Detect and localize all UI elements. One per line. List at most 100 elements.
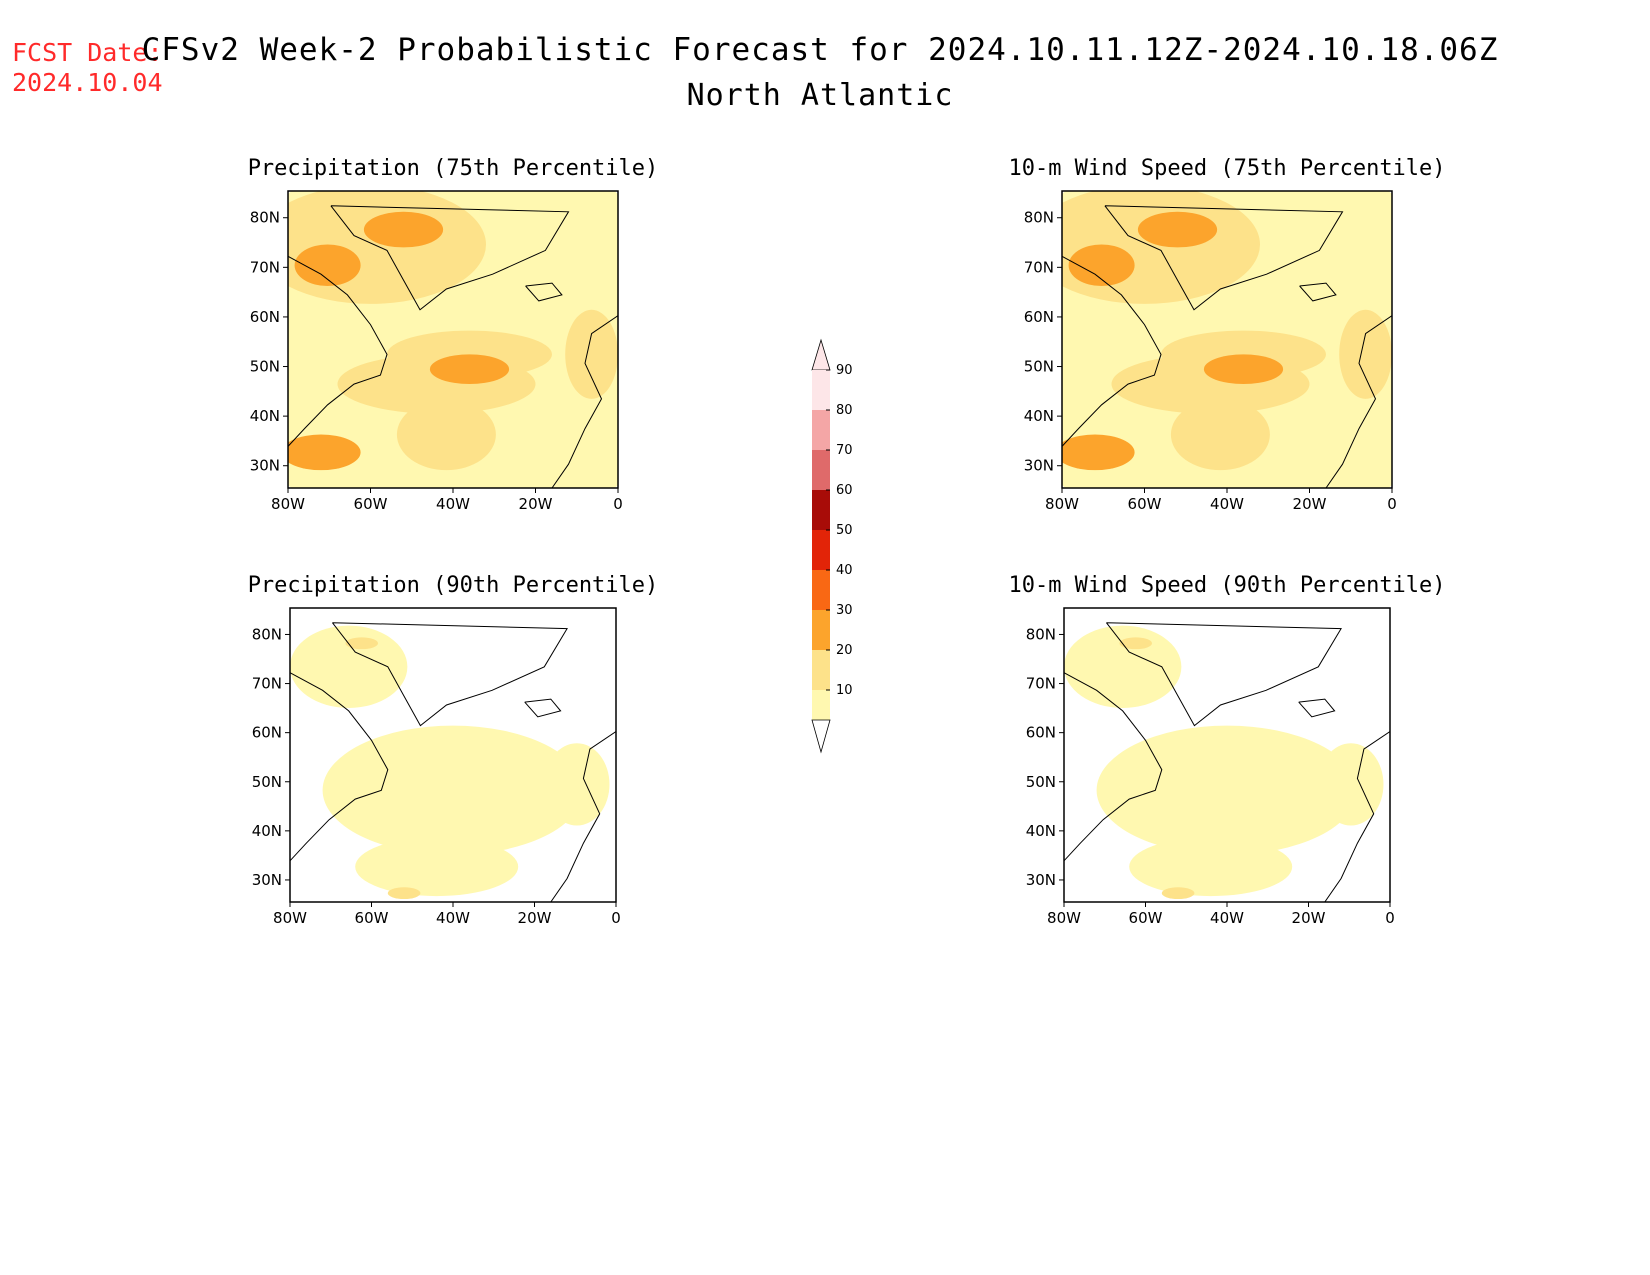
coastline (1064, 672, 1163, 862)
coastline (1325, 315, 1392, 488)
panel-title: Precipitation (75th Percentile) (248, 156, 659, 181)
map-panel: Precipitation (75th Percentile) 80N 70N 60N… (248, 156, 659, 513)
probability-contour (363, 211, 444, 248)
fcst-date-value: 2024.10.04 (12, 68, 163, 97)
probability-contour (1096, 725, 1358, 855)
probability-contour (1170, 398, 1270, 471)
coastline (1106, 622, 1342, 727)
colorbar-top-arrow (811, 338, 831, 371)
colorbar-label: 30 (836, 603, 853, 618)
lon-label: 20W (519, 495, 553, 513)
probability-contour (1137, 211, 1218, 248)
lat-label: 30N (1024, 457, 1054, 475)
lat-label: 30N (1026, 871, 1056, 889)
lon-label: 80W (1045, 495, 1079, 513)
fcst-date-label: FCST Date: (12, 38, 163, 67)
coastline (1062, 255, 1162, 447)
colorbar-segment (812, 490, 830, 530)
probability-field (1062, 191, 1392, 488)
lon-label: 60W (355, 909, 389, 927)
colorbar-segment (812, 370, 830, 410)
lat-label: 40N (1024, 407, 1054, 425)
colorbar-label: 70 (836, 443, 853, 458)
colorbar-label: 40 (836, 563, 853, 578)
coastline (330, 205, 570, 311)
lon-label: 0 (611, 909, 621, 927)
colorbar-segment (812, 570, 830, 610)
lat-label: 70N (1026, 675, 1056, 693)
lat-label: 60N (250, 308, 280, 326)
coastline (1324, 731, 1390, 902)
probability-contour (1161, 887, 1195, 900)
probability-contour (429, 354, 510, 385)
coastline (551, 315, 618, 488)
coastline (332, 622, 568, 727)
coastline (1298, 698, 1336, 718)
fcst-date: FCST Date: 2024.10.04 (12, 38, 163, 98)
colorbar-segment (812, 610, 830, 650)
probability-contour (355, 837, 519, 897)
lon-label: 20W (518, 909, 552, 927)
lon-label: 0 (1385, 909, 1395, 927)
probability-contour (396, 398, 496, 471)
lat-label: 60N (252, 724, 282, 742)
lon-label: 80W (273, 909, 307, 927)
figure-title: CFSv2 Week-2 Probabilistic Forecast for … (141, 32, 1499, 68)
colorbar-segment (812, 530, 830, 570)
colorbar-label: 20 (836, 643, 853, 658)
lon-label: 20W (1292, 909, 1326, 927)
probability-contour (1062, 191, 1260, 304)
probability-contour (322, 725, 584, 855)
probability-contour (1062, 434, 1135, 471)
lat-label: 80N (252, 625, 282, 643)
lon-label: 0 (613, 495, 623, 513)
probability-contour (1129, 837, 1293, 897)
lat-label: 70N (250, 258, 280, 276)
lat-label: 40N (250, 407, 280, 425)
lat-label: 50N (250, 358, 280, 376)
lon-label: 80W (1047, 909, 1081, 927)
lat-label: 50N (1024, 358, 1054, 376)
lat-label: 70N (252, 675, 282, 693)
lat-label: 60N (1026, 724, 1056, 742)
probability-contour (290, 625, 408, 708)
colorbar-segment (812, 690, 830, 720)
colorbar-segment (812, 450, 830, 490)
panel-title: 10-m Wind Speed (90th Percentile) (1008, 573, 1445, 598)
lat-label: 60N (1024, 308, 1054, 326)
lon-label: 60W (354, 495, 388, 513)
probability-contour (1203, 354, 1284, 385)
lat-label: 40N (1026, 822, 1056, 840)
colorbar-label: 60 (836, 483, 853, 498)
probability-contour (1161, 330, 1326, 379)
map-panel: Precipitation (90th Percentile) 80N 70N 60N… (248, 573, 659, 927)
probability-contour (544, 743, 610, 826)
coastline (1299, 282, 1337, 302)
lat-label: 30N (252, 871, 282, 889)
lat-label: 30N (250, 457, 280, 475)
lon-label: 40W (1210, 909, 1244, 927)
lat-label: 80N (1026, 625, 1056, 643)
probability-contour (387, 887, 421, 900)
lon-label: 80W (271, 495, 305, 513)
map-panel: 10-m Wind Speed (90th Percentile) 80N 70N 6… (1008, 573, 1445, 927)
lat-label: 80N (250, 209, 280, 227)
panel-title: Precipitation (90th Percentile) (248, 573, 659, 598)
colorbar-bottom-arrow (811, 719, 831, 754)
colorbar-label: 80 (836, 403, 853, 418)
figure-subtitle: North Atlantic (686, 78, 954, 113)
lon-label: 20W (1293, 495, 1327, 513)
coastline (288, 255, 388, 447)
coastline (290, 672, 389, 862)
lon-label: 40W (436, 495, 470, 513)
probability-contour (1068, 244, 1135, 287)
probability-contour (1119, 637, 1153, 650)
coastline (550, 731, 616, 902)
probability-contour (565, 309, 618, 399)
colorbar-label: 50 (836, 523, 853, 538)
lon-label: 60W (1128, 495, 1162, 513)
probability-field (1064, 608, 1390, 902)
colorbar: 90 80 70 60 50 40 30 20 10 (811, 338, 853, 754)
colorbar-segment (812, 410, 830, 450)
